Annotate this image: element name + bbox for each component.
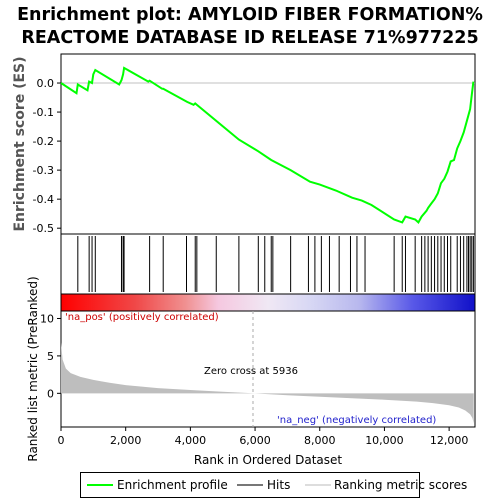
x-tick-label: 4,000 bbox=[175, 434, 207, 447]
legend-hits-swatch bbox=[237, 484, 263, 486]
legend: Enrichment profile Hits Ranking metric s… bbox=[80, 472, 467, 498]
es-plot-frame bbox=[60, 53, 476, 235]
enrichment-profile-line bbox=[60, 66, 475, 224]
x-axis-label: Rank in Ordered Dataset bbox=[194, 453, 342, 467]
es-y-tick-label: 0.0 bbox=[37, 77, 55, 90]
hit-marks bbox=[77, 236, 474, 292]
metric-axis-label: Ranked list metric (PreRanked) bbox=[26, 276, 40, 461]
legend-metric-label: Ranking metric scores bbox=[334, 478, 468, 492]
es-y-tick-label: -0.3 bbox=[33, 164, 54, 177]
metric-y-tick-label: 5 bbox=[47, 350, 54, 363]
x-tick-label: 8,000 bbox=[304, 434, 336, 447]
es-y-tick-label: -0.1 bbox=[33, 106, 54, 119]
metric-y-tick-label: 10 bbox=[40, 312, 54, 325]
x-tick-label: 6,000 bbox=[239, 434, 271, 447]
x-tick-label: 12,000 bbox=[430, 434, 469, 447]
metric-y-axis: 10 5 0 bbox=[40, 312, 61, 400]
positive-correlation-label: 'na_pos' (positively correlated) bbox=[65, 312, 219, 323]
rank-color-bar bbox=[60, 293, 476, 312]
es-y-axis: 0.0 -0.1 -0.2 -0.3 -0.4 -0.5 bbox=[33, 77, 61, 235]
legend-enrichment-label: Enrichment profile bbox=[117, 478, 228, 492]
es-axis-label: Enrichment score (ES) bbox=[12, 56, 28, 231]
legend-metric-swatch bbox=[305, 484, 331, 486]
legend-enrichment-swatch bbox=[87, 484, 113, 486]
x-tick-label: 0 bbox=[58, 434, 65, 447]
hits-frame bbox=[60, 233, 476, 295]
metric-y-tick-label: 0 bbox=[47, 387, 54, 400]
es-y-tick-label: -0.4 bbox=[33, 193, 54, 206]
chart-title-line1: Enrichment plot: AMYLOID FIBER FORMATION… bbox=[17, 5, 483, 25]
chart-title-line2: REACTOME DATABASE ID RELEASE 71%977225 bbox=[21, 28, 478, 48]
zero-cross-annotation: Zero cross at 5936 bbox=[204, 366, 298, 377]
legend-hits-label: Hits bbox=[267, 478, 291, 492]
hits-panel bbox=[60, 233, 476, 295]
es-y-tick-label: -0.5 bbox=[33, 222, 54, 235]
metric-panel: Zero cross at 5936 'na_pos' (positively … bbox=[26, 276, 476, 462]
es-panel: 0.0 -0.1 -0.2 -0.3 -0.4 -0.5 Enrichment score… bbox=[12, 53, 476, 235]
x-axis: 0 2,000 4,000 6,000 8,000 10,000 12,000 bbox=[58, 427, 469, 447]
negative-correlation-label: 'na_neg' (negatively correlated) bbox=[277, 415, 436, 426]
metric-frame bbox=[60, 310, 476, 428]
x-tick-label: 2,000 bbox=[110, 434, 142, 447]
es-y-tick-label: -0.2 bbox=[33, 135, 54, 148]
x-tick-label: 10,000 bbox=[365, 434, 404, 447]
